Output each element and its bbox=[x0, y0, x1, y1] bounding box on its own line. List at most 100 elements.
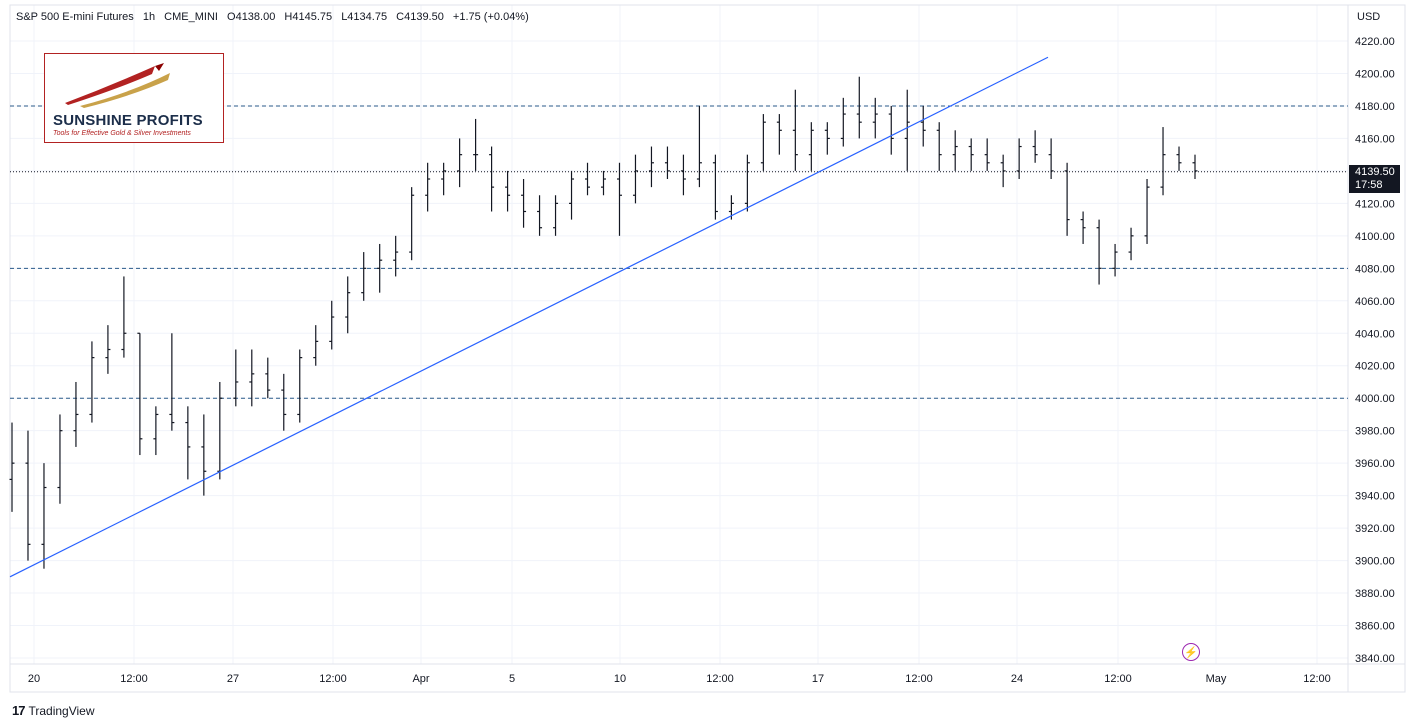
horizontal-levels[interactable] bbox=[10, 105, 1348, 399]
symbol-legend[interactable]: S&P 500 E-mini Futures 1h CME_MINI O4138… bbox=[16, 11, 535, 23]
time-tick-label: 12:00 bbox=[1303, 673, 1331, 685]
ohlc-bar bbox=[760, 114, 766, 171]
price-tick-label: 4040.00 bbox=[1355, 328, 1395, 340]
last-price-label: 4139.50 17:58 bbox=[1349, 165, 1400, 193]
trendline[interactable] bbox=[9, 56, 1049, 578]
ohlc-bar bbox=[1080, 211, 1086, 244]
ohlc-bar bbox=[521, 179, 527, 228]
ohlc-bar bbox=[105, 325, 111, 374]
ohlc-bar bbox=[1048, 138, 1054, 180]
currency-label[interactable]: USD bbox=[1357, 11, 1381, 23]
ohlc-bar bbox=[169, 333, 175, 431]
ohlc-bar bbox=[601, 170, 606, 196]
ohlc-bar bbox=[441, 162, 447, 196]
time-tick-label: 17 bbox=[812, 673, 824, 685]
ohlc-bar bbox=[680, 154, 686, 196]
ohlc-bar bbox=[345, 276, 351, 334]
tradingview-watermark[interactable]: 17 TradingView bbox=[12, 703, 95, 718]
logo-tagline: Tools for Effective Gold & Silver Invest… bbox=[53, 130, 191, 137]
ohlc-bar bbox=[840, 97, 846, 147]
ohlc-bar bbox=[776, 114, 782, 155]
sunshine-profits-logo: SUNSHINE PROFITS Tools for Effective Gol… bbox=[44, 53, 224, 143]
ohlc-bar bbox=[664, 146, 670, 180]
logo-name: SUNSHINE PROFITS bbox=[53, 112, 203, 129]
price-tick-label: 4180.00 bbox=[1355, 101, 1395, 113]
ohlc-bar bbox=[1096, 219, 1102, 285]
time-tick-label: 27 bbox=[227, 673, 239, 685]
time-tick-label: 12:00 bbox=[120, 673, 148, 685]
ohlc-bar bbox=[377, 243, 383, 293]
ohlc-bar bbox=[696, 105, 702, 188]
ohlc-bar bbox=[137, 332, 143, 456]
ohlc-bar bbox=[89, 341, 95, 423]
ohlc-bar bbox=[9, 422, 15, 512]
ohlc-bar bbox=[808, 122, 814, 171]
lightning-icon[interactable]: ⚡ bbox=[1182, 643, 1200, 661]
price-tick-label: 3860.00 bbox=[1355, 621, 1395, 633]
close-value: C4139.50 bbox=[396, 11, 444, 23]
exchange-label: CME_MINI bbox=[164, 11, 218, 23]
time-tick-label: 12:00 bbox=[905, 673, 933, 685]
logo-swoosh-icon bbox=[65, 63, 170, 108]
ohlc-bar bbox=[361, 252, 367, 301]
ohlc-bar bbox=[792, 89, 798, 171]
price-tick-label: 3880.00 bbox=[1355, 588, 1395, 600]
ohlc-bar bbox=[1112, 243, 1118, 277]
change-value: +1.75 (+0.04%) bbox=[452, 11, 529, 23]
time-tick-label: 12:00 bbox=[706, 673, 734, 685]
price-tick-label: 4160.00 bbox=[1355, 133, 1395, 145]
ohlc-bar bbox=[984, 138, 990, 171]
ohlc-bar bbox=[489, 146, 495, 212]
ohlc-bar bbox=[313, 325, 319, 366]
interval-label: 1h bbox=[142, 11, 156, 23]
time-tick-label: Apr bbox=[412, 673, 429, 685]
ohlc-bar bbox=[1176, 146, 1182, 171]
ohlc-bar bbox=[265, 357, 271, 399]
ohlc-bar bbox=[585, 162, 591, 196]
tradingview-brand: TradingView bbox=[28, 703, 95, 718]
price-tick-label: 4020.00 bbox=[1355, 361, 1395, 373]
ohlc-bar bbox=[233, 349, 239, 407]
ohlc-bar bbox=[904, 89, 910, 171]
ohlc-bar bbox=[329, 300, 335, 350]
ohlc-bars bbox=[9, 76, 1198, 569]
price-tick-label: 4000.00 bbox=[1355, 393, 1395, 405]
tradingview-logo-icon: 17 bbox=[12, 703, 26, 718]
ohlc-bar bbox=[920, 105, 926, 147]
ohlc-bar bbox=[712, 154, 718, 220]
price-tick-label: 3980.00 bbox=[1355, 426, 1395, 438]
time-tick-label: May bbox=[1206, 673, 1227, 685]
ohlc-bar bbox=[73, 381, 79, 447]
ohlc-bar bbox=[553, 195, 559, 236]
ohlc-bar bbox=[632, 154, 638, 204]
ohlc-bar bbox=[1000, 154, 1006, 188]
ohlc-bar bbox=[936, 122, 942, 171]
time-tick-label: 20 bbox=[28, 673, 40, 685]
ohlc-bar bbox=[1160, 127, 1166, 196]
price-tick-label: 3940.00 bbox=[1355, 491, 1395, 503]
high-value: H4145.75 bbox=[284, 11, 333, 23]
ohlc-bar bbox=[616, 162, 622, 236]
ohlc-bar bbox=[1064, 162, 1070, 236]
price-tick-label: 3920.00 bbox=[1355, 523, 1395, 535]
ohlc-bar bbox=[57, 414, 63, 504]
price-tick-label: 3840.00 bbox=[1355, 653, 1395, 665]
ohlc-bar bbox=[393, 235, 399, 277]
ohlc-bar bbox=[1032, 130, 1038, 163]
time-axis[interactable]: 20 12:00 27 12:00 Apr 5 10 12:00 17 12:00 24 12:00 M… bbox=[28, 673, 1331, 685]
grid-lines bbox=[10, 5, 1348, 664]
ohlc-bar bbox=[648, 146, 654, 188]
symbol-name[interactable]: S&P 500 E-mini Futures bbox=[16, 11, 134, 23]
ohlc-bar bbox=[1144, 179, 1150, 244]
time-tick-label: 12:00 bbox=[319, 673, 347, 685]
price-axis[interactable]: 4220.004200.004180.004160.004140.004120.… bbox=[1355, 36, 1395, 665]
ohlc-bar bbox=[824, 122, 830, 155]
price-tick-label: 4100.00 bbox=[1355, 231, 1395, 243]
chart-outer-frame bbox=[9, 4, 1406, 693]
ohlc-bar bbox=[217, 381, 223, 480]
price-tick-label: 4200.00 bbox=[1355, 68, 1395, 80]
ohlc-bar bbox=[744, 154, 750, 212]
ohlc-bar bbox=[968, 138, 974, 171]
price-tick-label: 4080.00 bbox=[1355, 263, 1395, 275]
